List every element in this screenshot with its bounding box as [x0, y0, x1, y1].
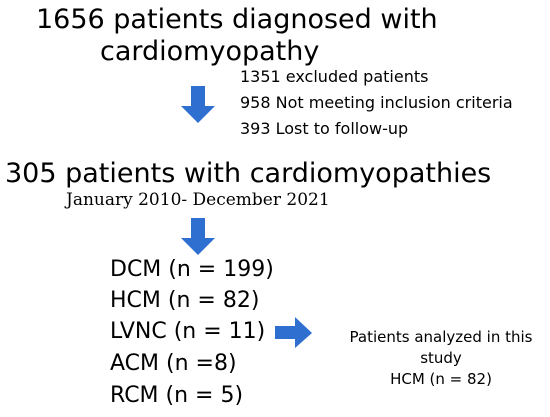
down-arrow-icon	[181, 86, 215, 123]
subtype-rcm: RCM (n = 5)	[110, 383, 244, 408]
excluded-lost: 393 Lost to follow-up	[240, 119, 409, 138]
initial-patients-line2: cardiomyopathy	[100, 36, 320, 67]
analyzed-line3: HCM (n = 82)	[390, 370, 492, 388]
excluded-criteria: 958 Not meeting inclusion criteria	[240, 93, 513, 112]
subtype-dcm: DCM (n = 199)	[110, 257, 274, 282]
down-arrow-icon	[181, 218, 215, 255]
study-period: January 2010- December 2021	[66, 190, 330, 210]
cohort-title: 305 patients with cardiomyopathies	[5, 158, 492, 189]
initial-patients-line1: 1656 patients diagnosed with	[36, 4, 438, 35]
subtype-hcm: HCM (n = 82)	[110, 288, 260, 313]
excluded-total: 1351 excluded patients	[240, 67, 429, 86]
right-arrow-icon	[275, 317, 312, 348]
subtype-lvnc: LVNC (n = 11)	[110, 319, 266, 344]
subtype-acm: ACM (n =8)	[110, 351, 237, 376]
analyzed-line2: study	[420, 349, 462, 367]
analyzed-line1: Patients analyzed in this	[349, 328, 533, 346]
